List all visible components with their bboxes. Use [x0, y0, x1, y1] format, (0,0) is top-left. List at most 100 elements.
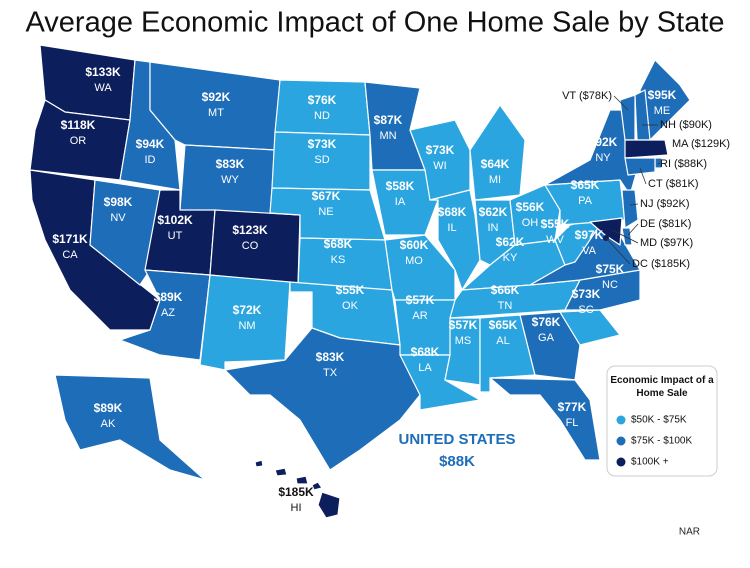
callout-label: DE ($81K) [640, 218, 691, 230]
state-value: $66K [491, 283, 520, 297]
state-abbr: MN [379, 130, 396, 142]
state-shape [89, 179, 161, 286]
state-value: $55K [541, 217, 570, 231]
state-value: $68K [324, 237, 353, 251]
state-abbr: MS [455, 335, 472, 347]
state-value: $57K [449, 318, 478, 332]
state-value: $171K [52, 232, 88, 246]
state-abbr: SD [314, 154, 329, 166]
callout-line [629, 203, 639, 206]
state-abbr: ID [145, 154, 156, 166]
callout-line [657, 162, 661, 165]
state-abbr: CO [242, 240, 259, 252]
state-abbr: MI [489, 174, 501, 186]
state-value: $123K [232, 223, 268, 237]
state-value: $94K [136, 137, 165, 151]
callout-label: MA ($129K) [672, 138, 730, 150]
state-value: $89K [94, 401, 123, 415]
state-shape [589, 217, 623, 246]
state-value: $118K [61, 118, 96, 132]
callout-label: NH ($90K) [660, 119, 712, 131]
state-abbr: PA [578, 195, 593, 207]
state-shape [639, 59, 691, 141]
state-value: $77K [558, 400, 587, 414]
callout-label: DC ($185K) [632, 258, 690, 270]
state-abbr: LA [418, 362, 432, 374]
state-value: $95K [648, 88, 677, 102]
state-shapes [29, 44, 691, 519]
state-abbr: WY [221, 174, 239, 186]
state-value: $73K [426, 143, 455, 157]
state-abbr: CA [62, 249, 78, 261]
state-value: $68K [438, 205, 467, 219]
legend-label: $75K - $100K [631, 436, 692, 447]
state-value: $73K [308, 137, 337, 151]
state-abbr: NV [110, 212, 126, 224]
state-abbr: AZ [161, 307, 175, 319]
state-value: $98K [104, 195, 133, 209]
state-abbr: GA [538, 332, 555, 344]
state-abbr: TN [498, 300, 513, 312]
state-abbr: IL [447, 222, 456, 234]
state-shape [295, 475, 309, 485]
state-abbr: WA [94, 82, 112, 94]
legend-swatch [616, 436, 626, 446]
callout-label: CT ($81K) [648, 178, 699, 190]
state-abbr: SC [578, 304, 593, 316]
state-abbr: NE [318, 206, 333, 218]
state-shape [469, 104, 526, 201]
legend-title: Economic Impact of a Home Sale [610, 375, 714, 399]
state-abbr: VA [582, 245, 597, 257]
legend-label: $50K - $75K [631, 415, 687, 426]
state-value: $56K [516, 200, 545, 214]
state-value: $76K [532, 315, 561, 329]
state-abbr: KY [503, 252, 518, 264]
state-value: $65K [571, 178, 600, 192]
state-shape [224, 327, 421, 471]
legend-box [606, 365, 718, 477]
state-value: $97K [575, 228, 604, 242]
callout-label: NJ ($92K) [640, 198, 690, 210]
state-shape [311, 481, 323, 491]
state-value: $72K [233, 303, 262, 317]
state-abbr: ND [314, 110, 330, 122]
state-value: $89K [154, 290, 183, 304]
state-shape [371, 169, 439, 236]
source: NAR [679, 527, 700, 538]
state-abbr: WI [433, 160, 446, 172]
state-shape [444, 317, 481, 386]
state-abbr: AR [412, 310, 427, 322]
callout-line [627, 223, 639, 236]
callout-label: MD ($97K) [640, 237, 693, 249]
state-value: $55K [336, 283, 365, 297]
legend-title-box: Economic Impact of a Home Sale [610, 375, 714, 399]
callout-line [605, 237, 631, 265]
national-value: $88K [439, 453, 475, 470]
state-value: $67K [312, 189, 341, 203]
state-abbr: OK [342, 300, 359, 312]
state-value: $83K [216, 157, 245, 171]
callout-line [639, 167, 647, 185]
state-abbr: AL [496, 335, 509, 347]
state-value: $73K [572, 287, 601, 301]
state-value: $133K [85, 65, 121, 79]
title: Average Economic Impact of One Home Sale… [25, 7, 724, 39]
state-value: $185K [278, 485, 314, 499]
state-value: $58K [386, 179, 415, 193]
legend-label: $100K + [631, 457, 669, 468]
state-abbr: IN [488, 222, 499, 234]
state-value: $87K [374, 113, 403, 127]
state-abbr: MT [208, 107, 224, 119]
state-abbr: ME [654, 105, 671, 117]
state-abbr: FL [566, 417, 579, 429]
state-value: $83K [316, 350, 345, 364]
state-value: $64K [481, 157, 510, 171]
state-value: $60K [400, 238, 429, 252]
state-shape [559, 309, 621, 346]
state-value: $76K [308, 93, 337, 107]
state-abbr: MO [405, 255, 423, 267]
state-shape [317, 491, 341, 519]
state-value: $92K [202, 90, 231, 104]
state-abbr: AK [101, 418, 116, 430]
